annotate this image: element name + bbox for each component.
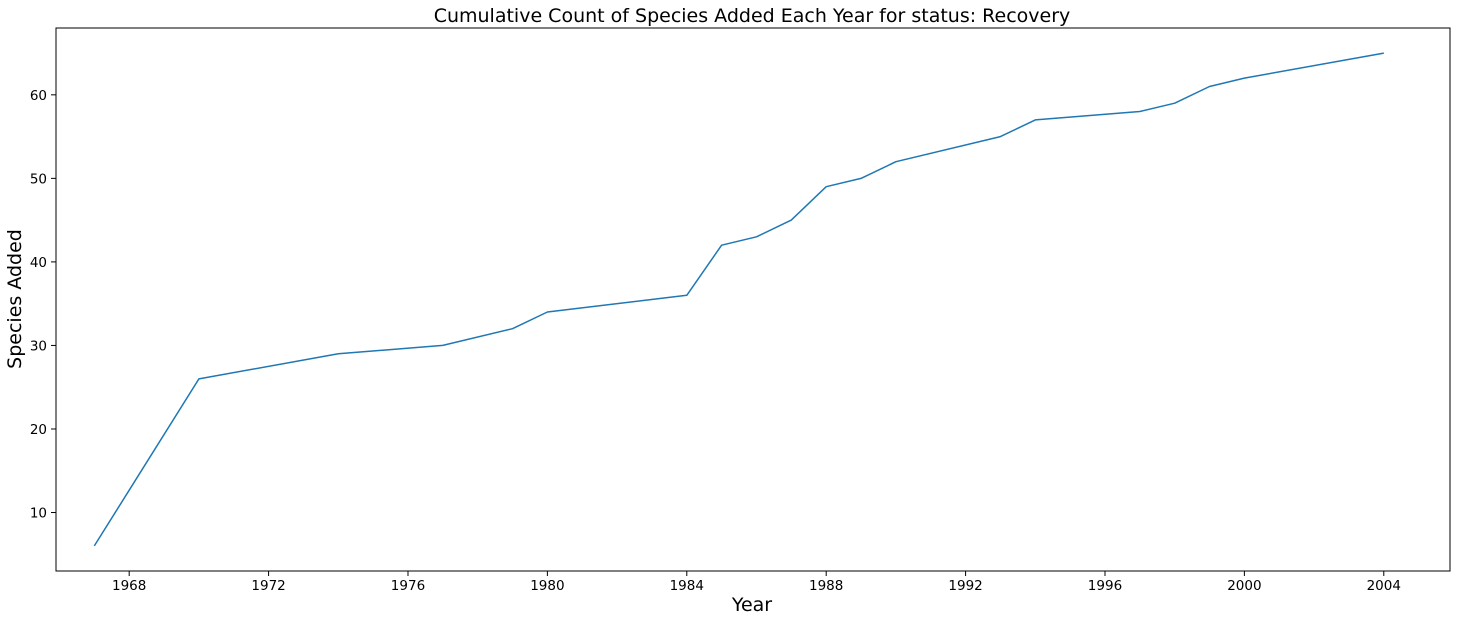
x-tick-label: 2004 [1367,578,1401,594]
x-tick-label: 1996 [1088,578,1122,594]
series-layer [93,52,1384,547]
y-axis-label: Species Added [4,229,26,369]
y-tick-label: 10 [30,506,47,522]
x-tick-label: 1984 [670,578,704,594]
y-axis: 10 20 30 40 50 60 [30,88,56,522]
plot-frame [55,27,1451,572]
y-tick-label: 40 [30,255,47,271]
x-tick-label: 2000 [1227,578,1261,594]
x-axis-label: Year [731,594,772,616]
x-tick-label: 1976 [391,578,425,594]
x-tick-label: 1992 [948,578,982,594]
plot-area: 1968 1972 1976 1980 1984 1988 1992 1996 2000 2004… [30,27,1451,594]
x-tick-label: 1980 [530,578,564,594]
chart-title: Cumulative Count of Species Added Each Y… [434,5,1071,27]
y-tick-label: 20 [30,422,47,438]
x-tick-label: 1968 [112,578,146,594]
x-axis: 1968 1972 1976 1980 1984 1988 1992 1996 2000 2004 [112,571,1401,594]
x-tick-label: 1988 [809,578,843,594]
series-line [93,52,1384,547]
y-tick-label: 50 [30,171,47,187]
y-tick-label: 60 [30,88,47,104]
y-tick-label: 30 [30,338,47,354]
x-tick-label: 1972 [251,578,285,594]
